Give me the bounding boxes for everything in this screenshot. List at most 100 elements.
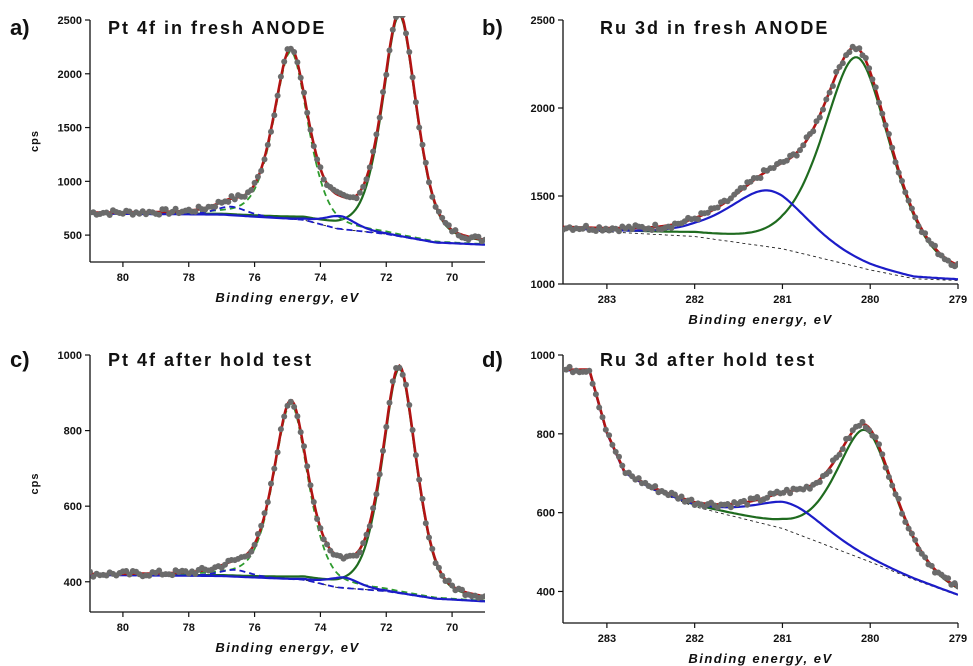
data-point (612, 448, 619, 455)
component-peak-line (90, 212, 485, 246)
data-point (277, 426, 284, 433)
data-point (169, 572, 176, 579)
x-tick-label: 279 (949, 633, 967, 645)
panel-letter: b) (482, 15, 503, 40)
data-point (704, 209, 711, 216)
data-point (839, 446, 846, 452)
data-point (866, 427, 873, 434)
x-axis-title: Binding energy, eV (215, 290, 359, 305)
data-point (797, 147, 803, 154)
y-tick-label: 600 (64, 501, 82, 513)
data-point (409, 74, 416, 81)
data-point (284, 402, 291, 409)
data-point (370, 148, 377, 155)
data-point (172, 205, 179, 212)
data-point (741, 184, 747, 191)
x-tick-label: 78 (183, 622, 195, 634)
data-point (902, 519, 909, 525)
data-point (652, 221, 659, 228)
data-point (291, 49, 298, 55)
data-point (281, 58, 288, 65)
data-point (258, 522, 265, 529)
data-point (922, 554, 929, 561)
data-point (370, 505, 377, 512)
data-point (409, 427, 416, 433)
component-peak-line (90, 50, 485, 245)
data-point (445, 222, 452, 229)
x-tick-label: 74 (314, 272, 327, 284)
x-tick-label: 74 (314, 622, 327, 634)
baseline-line (563, 228, 958, 281)
data-point (274, 449, 281, 456)
data-point (895, 495, 902, 502)
data-point (419, 141, 426, 148)
data-point (432, 203, 439, 210)
data-point (945, 257, 952, 264)
data-point (783, 157, 790, 164)
data-point (294, 413, 301, 420)
data-point (744, 501, 751, 508)
data-point (399, 16, 406, 19)
data-point (902, 189, 909, 196)
data-point (156, 211, 163, 218)
data-point (892, 159, 899, 166)
data-point (412, 452, 419, 459)
data-point (928, 562, 935, 569)
data-point (225, 198, 232, 205)
data-point (439, 214, 446, 221)
data-point (393, 16, 400, 20)
data-point (380, 447, 386, 454)
panel-letter: a) (10, 15, 30, 40)
x-tick-label: 72 (380, 272, 392, 284)
data-point (366, 523, 373, 530)
data-point (602, 426, 609, 433)
data-point (912, 214, 919, 221)
y-tick-label: 1000 (531, 279, 555, 291)
data-point (403, 30, 409, 37)
data-point (403, 381, 409, 388)
data-point (885, 474, 892, 480)
y-tick-label: 600 (537, 508, 555, 520)
x-tick-label: 283 (598, 294, 616, 306)
data-point (373, 491, 380, 498)
data-point (635, 475, 642, 482)
panel-title: Ru 3d in fresh ANODE (600, 18, 829, 38)
data-point (304, 463, 311, 470)
panel-letter: d) (482, 347, 503, 372)
x-axis-title: Binding energy, eV (688, 651, 832, 666)
data-point (156, 567, 163, 574)
data-point (264, 141, 271, 148)
data-point (162, 206, 169, 213)
data-point (376, 114, 383, 121)
data-point (826, 468, 833, 475)
data-point (810, 128, 817, 135)
baseline-line (563, 370, 958, 596)
x-tick-label: 80 (117, 272, 129, 284)
data-point (800, 142, 807, 149)
data-point (589, 380, 596, 387)
y-tick-label: 2000 (58, 69, 82, 81)
x-tick-label: 76 (248, 272, 260, 284)
data-point (376, 471, 383, 478)
data-point (389, 26, 396, 33)
data-point (396, 364, 403, 371)
component-peak-line (563, 189, 958, 281)
y-tick-label: 1000 (58, 176, 82, 188)
data-point (261, 510, 268, 517)
data-point (317, 525, 324, 532)
data-point (616, 453, 622, 460)
data-point (482, 236, 485, 243)
data-point (882, 122, 889, 129)
data-point (820, 106, 826, 113)
component-peak-line (563, 368, 958, 590)
data-point (314, 516, 321, 522)
data-point (616, 228, 622, 235)
data-point (422, 159, 429, 166)
data-point (317, 164, 324, 171)
data-point (816, 114, 823, 121)
data-point (439, 572, 446, 579)
component-peak-line (563, 369, 958, 596)
data-point (892, 491, 899, 498)
panel-title: Pt 4f after hold test (108, 350, 313, 370)
data-point (416, 124, 423, 131)
